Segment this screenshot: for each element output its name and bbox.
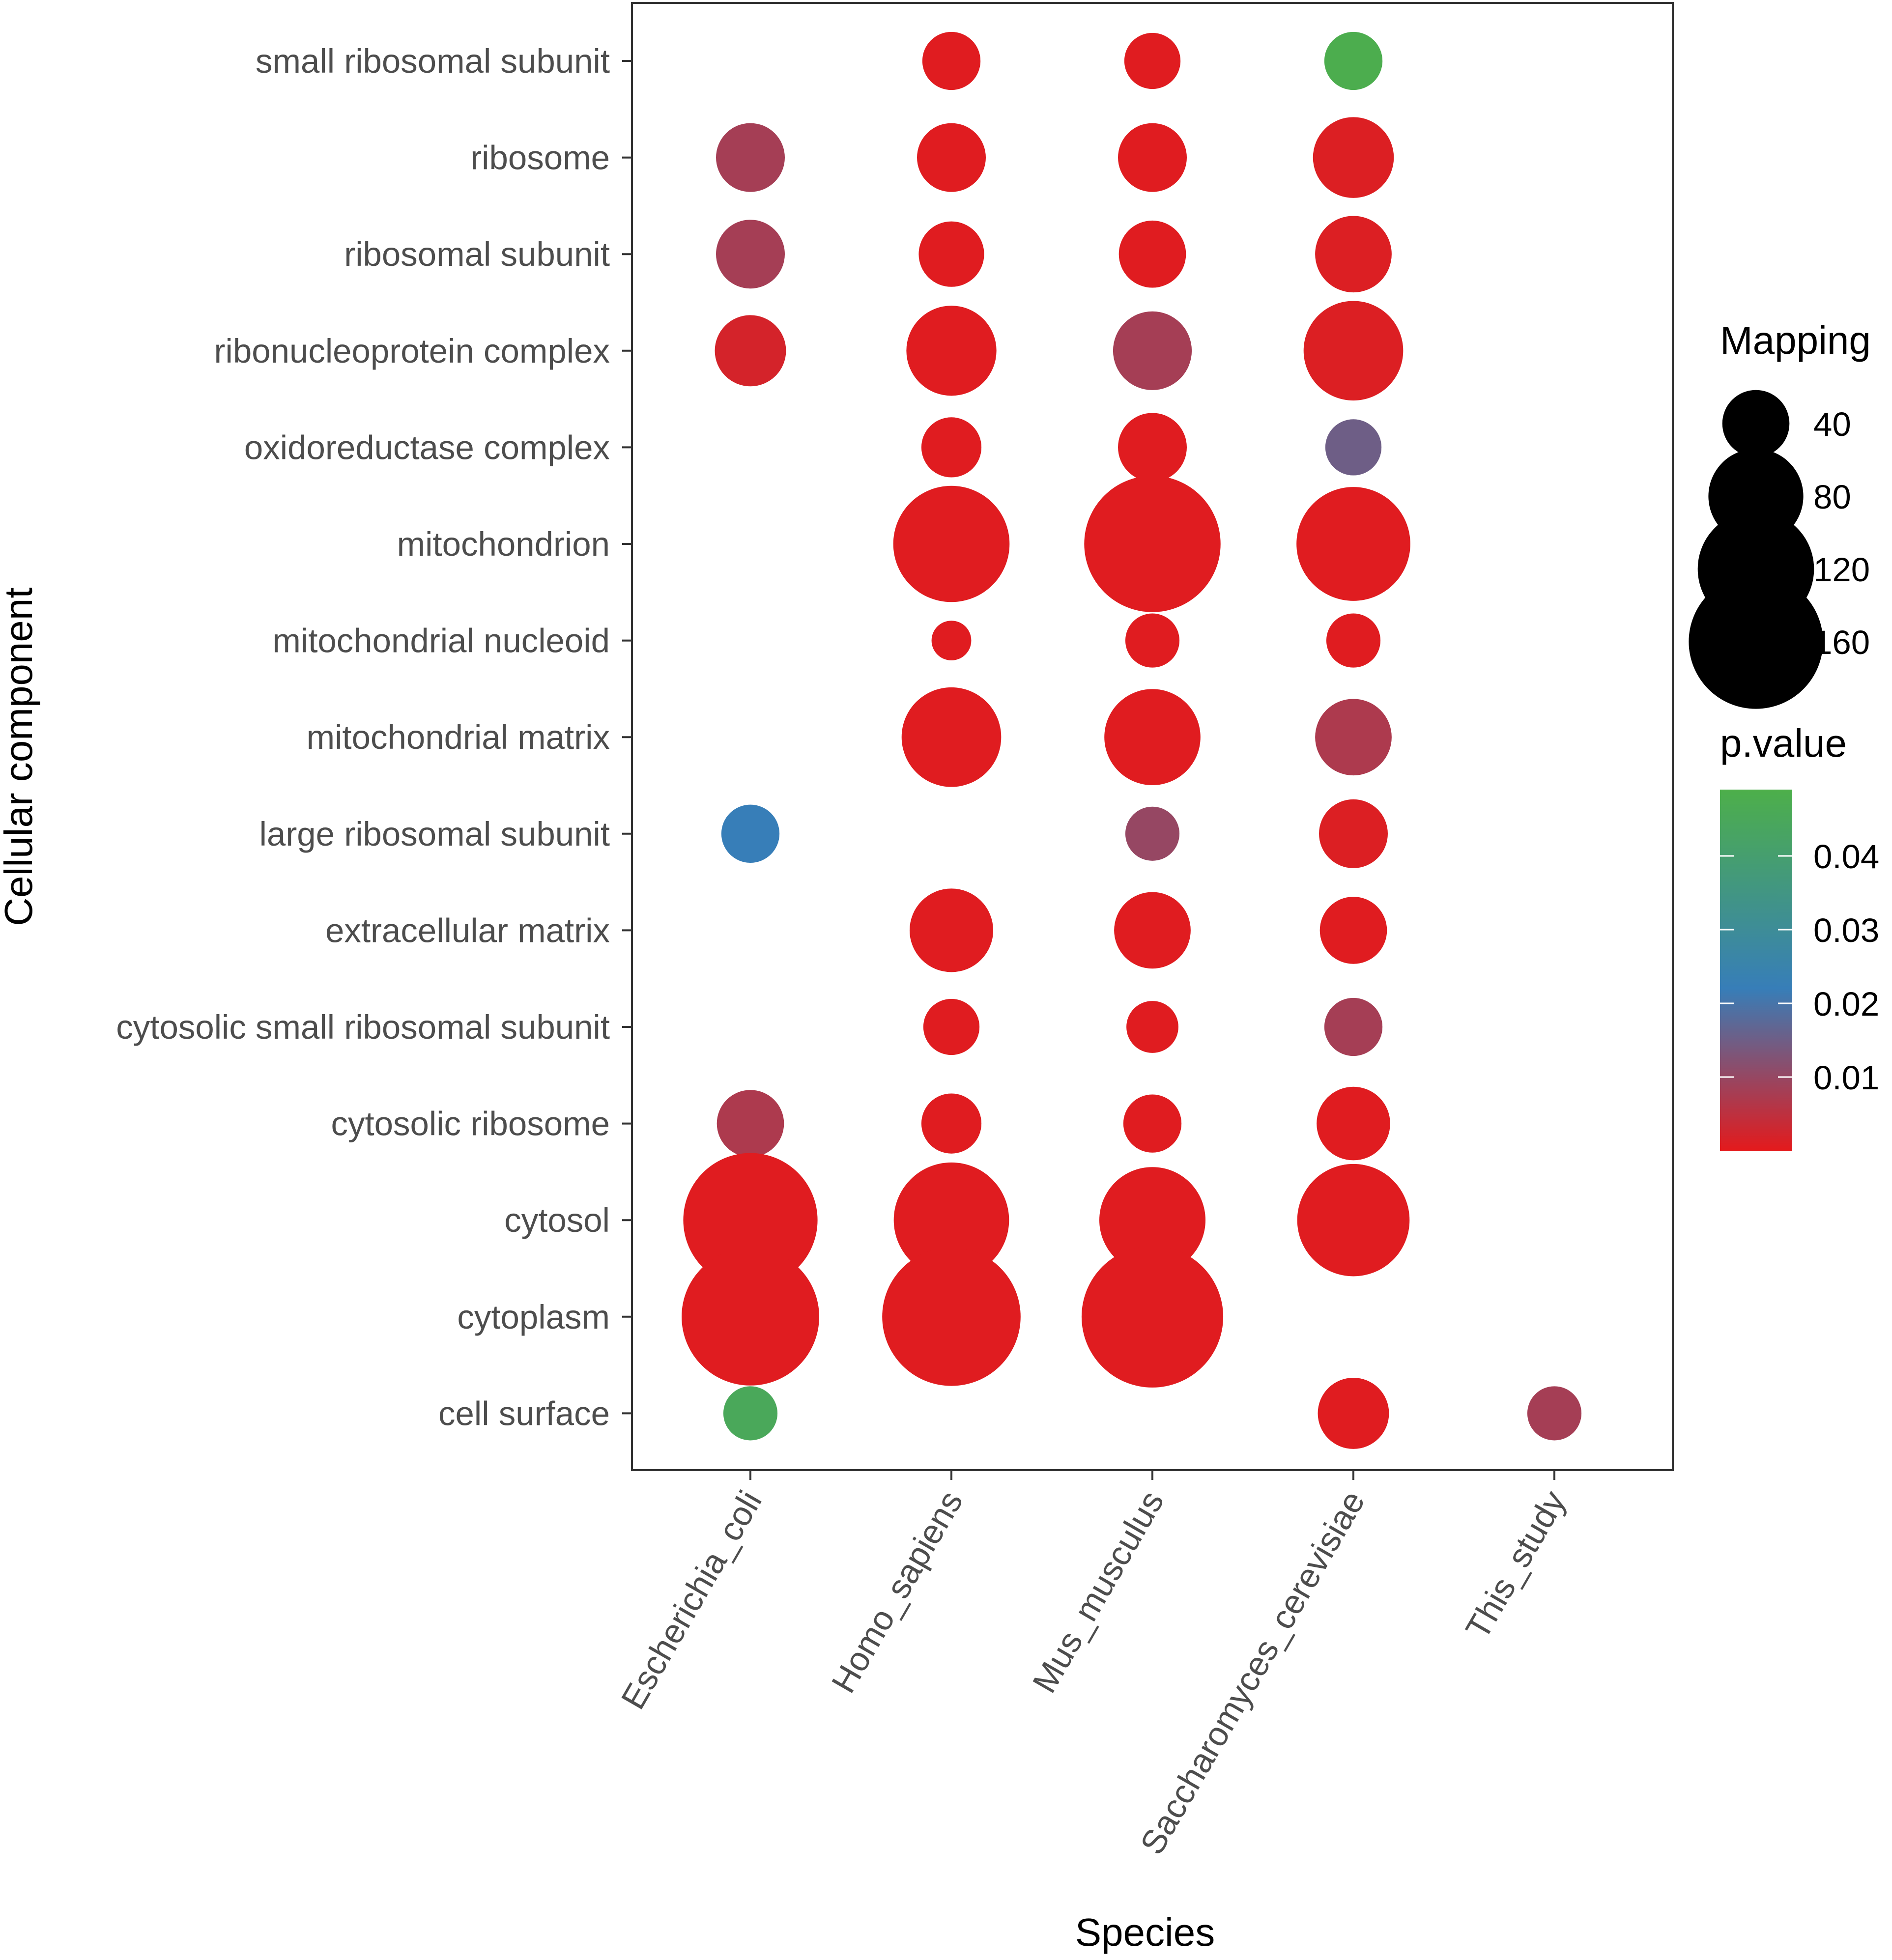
color-legend: p.value 0.01 0.02 0.03 0.04 (1720, 721, 1879, 1151)
panel-border (631, 2, 1674, 1471)
data-point (918, 221, 984, 287)
data-point (1126, 1001, 1178, 1053)
data-point (682, 1248, 819, 1386)
data-point (931, 621, 972, 661)
data-point (715, 315, 786, 387)
data-point (893, 485, 1010, 602)
data-point (906, 306, 997, 396)
color-legend-label: 0.01 (1813, 1059, 1879, 1097)
data-point (1081, 1246, 1224, 1388)
data-point (721, 804, 780, 863)
y-tick-label: cell surface (438, 1394, 610, 1432)
data-point (716, 123, 785, 192)
size-legend-key (1722, 390, 1790, 457)
y-tick-label: mitochondrial nucleoid (272, 622, 610, 660)
data-point (1124, 32, 1181, 89)
data-point (1118, 413, 1187, 482)
data-point (1114, 892, 1191, 969)
data-point (1313, 117, 1394, 198)
data-point (1326, 613, 1381, 668)
data-point (1319, 799, 1388, 868)
size-legend: Mapping 40 80 120 160 (1689, 318, 1871, 709)
data-point (1315, 216, 1392, 293)
data-point (1125, 613, 1180, 668)
color-bar (1720, 790, 1792, 1151)
y-tick-label: ribonucleoprotein complex (214, 332, 610, 370)
data-points (682, 31, 1582, 1449)
color-legend-label: 0.03 (1813, 911, 1879, 949)
data-point (1113, 311, 1192, 390)
y-tick-label: small ribosomal subunit (256, 42, 610, 80)
data-point (1118, 123, 1187, 192)
color-legend-label: 0.02 (1813, 985, 1879, 1023)
color-legend-title: p.value (1720, 721, 1847, 765)
y-tick-label: large ribosomal subunit (259, 815, 610, 853)
data-point (1118, 220, 1186, 288)
y-tick-label: oxidoreductase complex (244, 428, 610, 466)
data-point (1125, 806, 1180, 861)
y-tick-label: ribosome (470, 139, 610, 177)
size-legend-title: Mapping (1720, 318, 1871, 362)
data-point (1527, 1386, 1582, 1441)
data-point (1324, 31, 1383, 90)
data-point (923, 998, 980, 1055)
size-legend-label: 160 (1813, 624, 1870, 661)
data-point (1325, 419, 1382, 476)
y-tick-label: extracellular matrix (325, 911, 610, 949)
data-point (1315, 699, 1392, 776)
color-legend-label: 0.04 (1813, 838, 1879, 876)
data-point (1317, 1086, 1390, 1161)
y-tick-label: mitochondrion (397, 525, 610, 563)
data-point (717, 1090, 784, 1157)
data-point (1084, 476, 1221, 612)
data-point (1296, 487, 1410, 601)
size-legend-label: 120 (1813, 551, 1870, 589)
data-point (716, 220, 785, 289)
y-axis-title: Cellular component (0, 587, 40, 926)
size-legend-label: 80 (1813, 478, 1851, 516)
data-point (921, 417, 982, 478)
y-tick-label: mitochondrial matrix (307, 718, 610, 756)
x-axis-title: Species (1075, 1910, 1215, 1954)
data-point (917, 123, 986, 192)
data-point (723, 1386, 778, 1441)
data-point (1318, 1377, 1389, 1449)
y-tick-label: cytosolic small ribosomal subunit (116, 1008, 610, 1046)
y-tick-label: ribosomal subunit (344, 235, 610, 273)
y-tick-label: cytosol (504, 1201, 610, 1239)
data-point (1319, 897, 1387, 964)
data-point (882, 1247, 1021, 1386)
data-point (1297, 1164, 1410, 1277)
data-point (921, 1093, 982, 1154)
data-point (922, 31, 981, 90)
data-point (683, 1153, 818, 1287)
data-point (893, 1162, 1009, 1278)
data-point (1303, 301, 1404, 401)
data-point (1123, 1094, 1182, 1153)
y-tick-label: cytosolic ribosome (331, 1105, 610, 1143)
data-point (1104, 689, 1201, 785)
data-point (909, 888, 994, 972)
y-tick-label: cytoplasm (457, 1298, 610, 1336)
data-point (1099, 1167, 1205, 1274)
y-axis: small ribosomal subunit ribosome ribosomal… (116, 42, 632, 1432)
size-legend-label: 40 (1813, 405, 1851, 443)
data-point (1324, 997, 1383, 1056)
data-point (901, 687, 1002, 787)
size-legend-key (1689, 574, 1823, 709)
